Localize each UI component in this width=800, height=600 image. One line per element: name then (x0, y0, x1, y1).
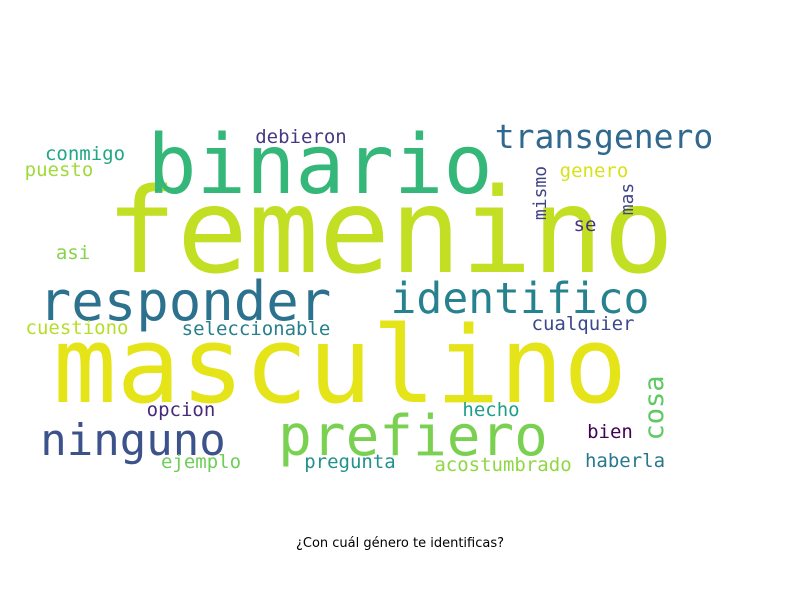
word-cualquier: cualquier (532, 313, 635, 335)
word-conmigo: conmigo (45, 143, 125, 165)
word-asi: asi (56, 242, 90, 264)
word-hecho: hecho (462, 399, 519, 421)
word-debieron: debieron (255, 126, 347, 148)
word-puesto: puesto (25, 159, 94, 181)
chart-caption: ¿Con cuál género te identificas? (295, 536, 505, 551)
word-ninguno: ninguno (40, 415, 225, 466)
word-masculino: masculino (53, 304, 627, 427)
word-femenino: femenino (106, 162, 674, 300)
word-prefiero: prefiero (278, 404, 548, 469)
word-pregunta: pregunta (304, 451, 396, 473)
word-acostumbrado: acostumbrado (434, 454, 571, 476)
word-transgenero: transgenero (495, 117, 714, 156)
word-mismo: mismo (530, 166, 551, 220)
word-mas: mas (617, 183, 638, 216)
word-ejemplo: ejemplo (161, 451, 241, 473)
word-opcion: opcion (147, 399, 216, 421)
word-binario: binario (147, 118, 493, 213)
word-genero: genero (560, 160, 629, 182)
word-seleccionable: seleccionable (182, 318, 331, 340)
word-bien: bien (587, 421, 633, 443)
word-identifico: identifico (391, 274, 650, 324)
word-cosa: cosa (639, 375, 670, 440)
word-cuestiono: cuestiono (26, 317, 129, 339)
word-responder: responder (39, 270, 332, 333)
word-se: se (574, 214, 597, 236)
word-haberla: haberla (585, 450, 665, 472)
